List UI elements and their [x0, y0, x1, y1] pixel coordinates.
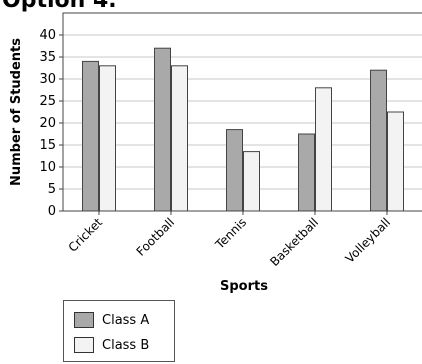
x-tick-label-tennis: Tennis — [212, 215, 249, 252]
legend-swatch-class-b — [74, 337, 94, 353]
x-tick-label-cricket: Cricket — [66, 215, 106, 255]
y-axis-title: Number of Students — [9, 38, 24, 186]
y-tick-labels: 0 5 10 15 20 25 30 35 40 — [39, 28, 63, 219]
legend-swatch-class-a — [74, 312, 94, 328]
bar-class-b-football — [171, 65, 188, 212]
y-tick-label: 5 — [48, 182, 56, 197]
legend-item-class-b: Class B — [74, 335, 149, 355]
bar-class-b-basketball — [315, 87, 332, 212]
chart-title: Option 4. — [2, 0, 117, 13]
y-tick-label: 20 — [39, 116, 56, 131]
bar-class-a-football — [154, 47, 171, 212]
bar-class-a-tennis — [226, 129, 243, 212]
y-tick-label: 35 — [39, 50, 56, 65]
x-tick-labels: Cricket Football Tennis Basketball Volleybal… — [66, 211, 393, 269]
y-tick-label: 0 — [48, 204, 56, 219]
legend-label-class-a: Class A — [102, 312, 150, 328]
bars — [82, 47, 404, 212]
bar-class-a-basketball — [298, 133, 315, 212]
bar-class-b-cricket — [99, 65, 116, 212]
y-tick-label: 30 — [39, 72, 56, 87]
x-tick-label-basketball: Basketball — [267, 215, 321, 269]
bar-class-b-volleyball — [387, 111, 404, 212]
y-tick-label: 15 — [39, 138, 56, 153]
y-tick-label: 40 — [39, 28, 56, 43]
x-tick-label-volleyball: Volleyball — [343, 215, 394, 266]
y-tick-label: 25 — [39, 94, 56, 109]
legend: Class A Class B — [63, 300, 175, 362]
x-tick-label-football: Football — [134, 215, 177, 258]
bar-class-a-cricket — [82, 60, 99, 212]
x-axis-title: Sports — [220, 279, 268, 294]
bar-class-b-tennis — [243, 151, 260, 212]
legend-item-class-a: Class A — [74, 310, 149, 330]
bar-class-a-volleyball — [370, 69, 387, 212]
y-tick-label: 10 — [39, 160, 56, 175]
bar-chart: 0 5 10 15 20 25 30 35 40 Cricket Football Tennis Ba… — [9, 12, 422, 294]
legend-label-class-b: Class B — [102, 337, 150, 353]
